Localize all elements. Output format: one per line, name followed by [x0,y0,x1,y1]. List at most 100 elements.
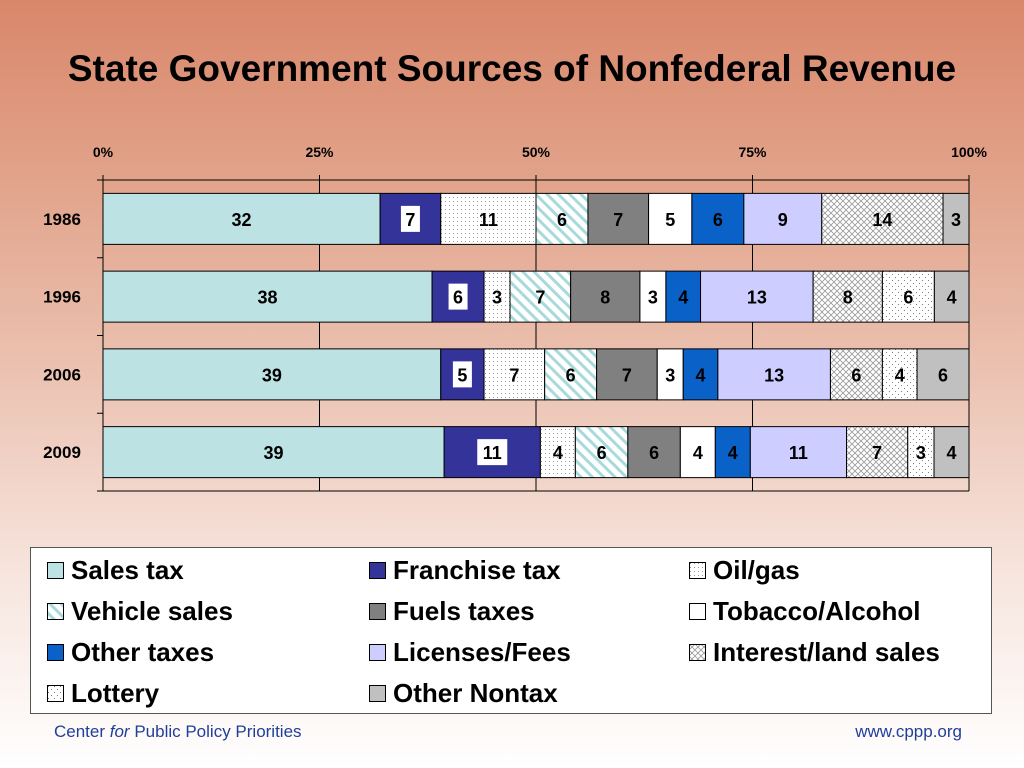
bar-segment [821,192,944,245]
data-label: 11 [479,210,498,230]
legend-swatch [369,602,386,620]
legend-label: Other taxes [71,637,215,667]
data-label: 6 [649,443,659,463]
data-label: 3 [951,210,961,230]
legend-swatch [369,561,386,579]
legend-label: Other Nontax [393,678,558,708]
data-label: 3 [665,365,675,385]
category-label: 2009 [43,443,81,462]
category-label: 2006 [43,365,81,384]
legend-item: Other taxes [47,637,214,668]
legend-item: Interest/land sales [689,637,940,668]
bar-segment [881,270,935,323]
data-label: 6 [851,365,861,385]
data-label: 7 [405,210,415,230]
data-label: 4 [678,288,688,308]
data-label: 6 [566,365,576,385]
legend-label: Fuels taxes [393,596,535,626]
category-label: 1986 [43,210,81,229]
legend-label: Vehicle sales [71,596,233,626]
data-label-box [400,205,420,232]
data-label: 7 [535,288,545,308]
footer-organization: Center for Public Policy Priorities [54,722,302,742]
data-label: 6 [453,288,463,308]
data-label: 11 [483,443,502,463]
bar-segment [102,426,445,479]
data-label: 7 [509,365,519,385]
data-label: 14 [872,210,892,230]
legend-item: Other Nontax [369,678,558,709]
data-label: 38 [258,288,278,308]
legend-swatch [689,602,706,620]
data-label: 6 [597,443,607,463]
data-label: 13 [764,365,784,385]
bar-segment [714,426,751,479]
bar-segment [717,348,831,401]
bar-segment [679,426,716,479]
data-label: 9 [778,210,788,230]
data-label: 3 [492,288,502,308]
data-label: 13 [747,288,767,308]
legend-label: Licenses/Fees [393,637,571,667]
bar-segment [881,348,918,401]
legend-item: Vehicle sales [47,596,233,627]
legend-label: Lottery [71,678,160,708]
bar-segment [440,192,537,245]
bar-segment [544,348,598,401]
bar-segment [639,270,667,323]
data-label: 6 [713,210,723,230]
data-label: 4 [693,443,703,463]
data-label: 32 [232,210,252,230]
footer-org-prefix: Center [54,722,110,741]
data-label: 4 [553,443,563,463]
bar-segment [596,348,658,401]
legend-swatch [689,561,706,579]
bar-segment [102,348,442,401]
x-tick-label: 25% [305,144,334,160]
legend-label: Tobacco/Alcohol [713,596,921,626]
legend-swatch [689,643,706,661]
legend-swatch [369,643,386,661]
bar-segment [656,348,684,401]
data-label: 39 [264,443,284,463]
legend-item: Lottery [47,678,159,709]
bar-segment [102,270,433,323]
bar-segment [749,426,848,479]
data-label: 7 [613,210,623,230]
x-tick-label: 100% [951,144,987,160]
legend-item: Licenses/Fees [369,637,571,668]
legend-label: Oil/gas [713,555,800,585]
bar-segment [743,192,823,245]
data-label: 8 [843,288,853,308]
chart-title: State Government Sources of Nonfederal R… [67,48,957,89]
bar-segment [916,348,970,401]
footer-org-italic: for [109,722,130,741]
data-label: 4 [728,443,738,463]
bar-segment [933,270,970,323]
legend-item: Fuels taxes [369,596,535,627]
data-label: 3 [648,288,658,308]
bar-segment [627,426,681,479]
legend-item: Franchise tax [369,555,561,586]
legend-swatch [369,684,386,702]
bar-segment [483,270,511,323]
bar-segment [907,426,935,479]
data-label: 6 [938,365,948,385]
bar-segment [942,192,970,245]
data-label: 5 [457,365,467,385]
data-label: 7 [622,365,632,385]
footer-org-suffix: Public Policy Priorities [129,722,302,741]
legend-item: Tobacco/Alcohol [689,596,921,627]
bar-segment [933,426,970,479]
bar-segment [829,348,883,401]
legend-label: Franchise tax [393,555,561,585]
data-label-box [477,439,508,466]
data-label: 4 [895,365,905,385]
bar-segment [509,270,572,323]
legend-swatch [47,561,64,579]
footer-website-link[interactable]: www.cppp.org [855,722,962,741]
data-label: 39 [262,365,282,385]
category-label: 1996 [43,288,81,307]
data-label: 11 [789,443,808,463]
x-tick-label: 0% [93,144,114,160]
